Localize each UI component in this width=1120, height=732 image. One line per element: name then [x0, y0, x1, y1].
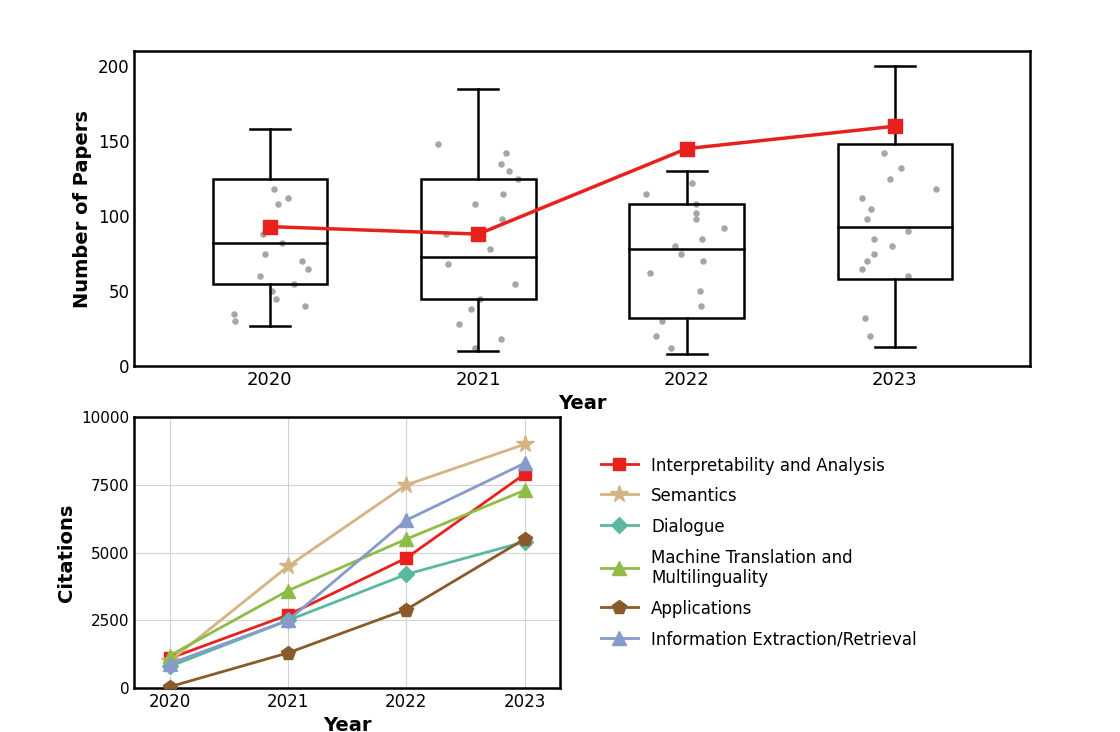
Point — [678, 143, 696, 154]
Bar — [213, 179, 327, 283]
Point — [646, 330, 664, 342]
Point — [265, 183, 283, 195]
Bar — [629, 204, 744, 318]
Point — [494, 188, 512, 200]
Point — [693, 233, 711, 244]
Point — [493, 213, 511, 225]
Point — [497, 147, 515, 159]
Point — [886, 120, 904, 132]
Y-axis label: Citations: Citations — [57, 504, 76, 602]
Bar — [421, 179, 535, 299]
Point — [449, 318, 467, 330]
Point — [254, 228, 272, 240]
Point — [692, 300, 710, 312]
Point — [438, 228, 456, 240]
Point — [715, 223, 732, 234]
Point — [463, 303, 480, 315]
Point — [691, 285, 709, 297]
Point — [866, 233, 884, 244]
Point — [264, 217, 282, 229]
Point — [297, 300, 315, 312]
Point — [429, 138, 447, 150]
Point — [899, 270, 917, 282]
Point — [225, 307, 243, 319]
Point — [653, 315, 671, 327]
Point — [472, 293, 489, 305]
Point — [273, 237, 291, 249]
Point — [892, 163, 909, 174]
Point — [466, 342, 484, 354]
Point — [506, 277, 524, 289]
Point — [480, 243, 498, 255]
Point — [881, 173, 899, 184]
Point — [861, 203, 879, 214]
Point — [898, 225, 916, 237]
Point — [926, 183, 944, 195]
Point — [672, 247, 690, 259]
Point — [493, 158, 511, 170]
Point — [875, 147, 893, 159]
Point — [279, 193, 297, 204]
Point — [267, 293, 284, 305]
Point — [662, 342, 680, 354]
Point — [510, 173, 528, 184]
Point — [299, 263, 317, 274]
X-axis label: Year: Year — [323, 717, 372, 732]
X-axis label: Year: Year — [558, 395, 607, 414]
Legend: Interpretability and Analysis, Semantics, Dialogue, Machine Translation and
Mult: Interpretability and Analysis, Semantics… — [601, 457, 916, 649]
Point — [852, 193, 870, 204]
Point — [255, 247, 273, 259]
Point — [469, 228, 487, 240]
Point — [683, 177, 701, 189]
Point — [261, 221, 279, 233]
Point — [858, 255, 876, 267]
Point — [492, 333, 510, 345]
Point — [226, 315, 244, 327]
Point — [286, 277, 304, 289]
Point — [694, 255, 712, 267]
Point — [860, 330, 878, 342]
Point — [251, 270, 269, 282]
Point — [263, 285, 281, 297]
Point — [853, 263, 871, 274]
Point — [641, 267, 659, 279]
Point — [858, 213, 876, 225]
Point — [270, 198, 288, 210]
Point — [501, 165, 519, 177]
Point — [865, 247, 883, 259]
Point — [884, 240, 902, 252]
Point — [666, 240, 684, 252]
Point — [688, 213, 706, 225]
Point — [293, 255, 311, 267]
Point — [687, 207, 704, 219]
Point — [637, 188, 655, 200]
Y-axis label: Number of Papers: Number of Papers — [73, 110, 92, 307]
Bar — [838, 144, 952, 279]
Point — [439, 258, 457, 270]
Point — [466, 198, 484, 210]
Point — [856, 312, 874, 324]
Point — [688, 198, 706, 210]
